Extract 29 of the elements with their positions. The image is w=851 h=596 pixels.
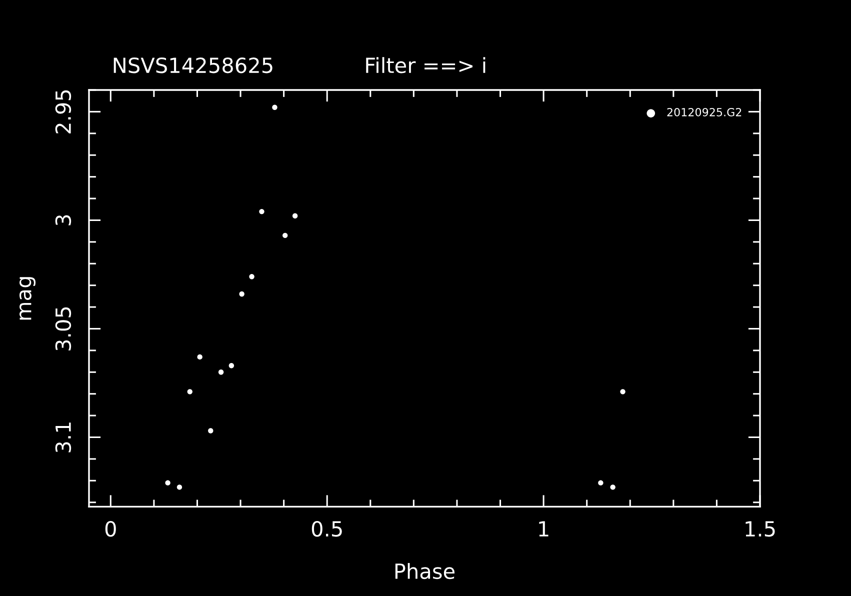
x-tick-label: 1.5: [746, 521, 775, 537]
point: [292, 213, 298, 218]
point: [187, 389, 192, 394]
point: [272, 104, 278, 110]
x-tick-label: 0: [105, 520, 116, 537]
point: [208, 428, 214, 434]
point: [259, 208, 264, 214]
chart-title: NSVS14258625: [114, 57, 272, 74]
point: [282, 232, 288, 238]
point: [239, 291, 244, 297]
chart-subtitle: Filter ==> i: [366, 57, 486, 74]
y-tick-label: 3: [55, 215, 72, 226]
point: [197, 354, 202, 360]
point: [176, 484, 182, 490]
point: [598, 480, 604, 486]
y-tick-label: 3.1: [55, 422, 72, 452]
point: [218, 370, 224, 375]
point: [249, 274, 254, 280]
y-axis-title: mag: [20, 277, 36, 320]
point: [620, 389, 626, 394]
legend-label: 20120925.G2: [667, 108, 742, 116]
point: [610, 484, 616, 490]
point: [228, 363, 234, 368]
y-tick-label: 3.05: [55, 307, 72, 350]
x-tick-label: 1: [539, 521, 548, 536]
point: [165, 480, 170, 486]
x-tick-label: 0.5: [312, 520, 342, 537]
x-axis-title: Phase: [395, 562, 454, 580]
y-tick-label: 2.95: [55, 90, 72, 134]
